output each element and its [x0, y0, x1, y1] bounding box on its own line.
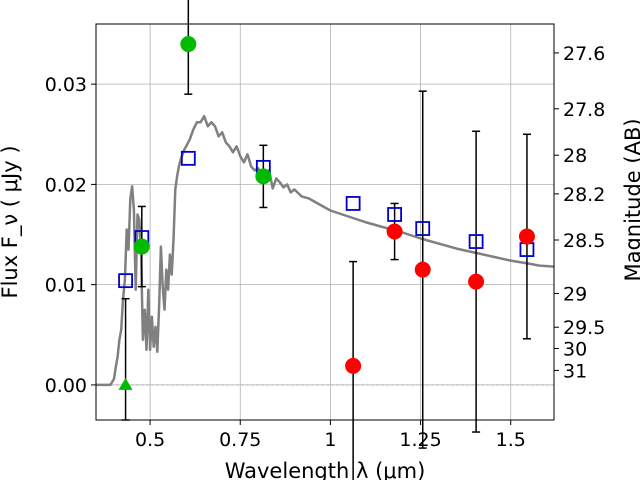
- plot-frame: [95, 23, 555, 421]
- model-photometry-square: [345, 196, 361, 211]
- model-photometry-square: [387, 207, 403, 222]
- x-axis-title: Wavelength λ (μm): [225, 459, 426, 480]
- x-tick-label: 1.5: [496, 429, 526, 451]
- observed-green-point: [133, 238, 150, 255]
- data-points: [118, 36, 535, 390]
- right-tick-label: 28.2: [563, 184, 605, 206]
- model-sed: [96, 114, 554, 387]
- x-tick-label: 0.5: [135, 429, 165, 451]
- observed-red-point: [414, 261, 431, 278]
- observed-red-point: [386, 223, 403, 240]
- right-tick-label: 27.6: [563, 43, 605, 65]
- model-photometry-square: [118, 273, 133, 289]
- upper-limit-triangle: [118, 377, 133, 390]
- right-tick-label: 30: [563, 339, 587, 361]
- right-axis-title: Magnitude (AB): [621, 118, 640, 281]
- observed-red-point: [468, 273, 485, 290]
- right-tick-label: 31: [563, 360, 587, 382]
- model-sed-curve: [96, 114, 554, 387]
- right-tick-label: 28: [563, 145, 587, 167]
- observed-green-point: [180, 36, 197, 53]
- right-tick-label: 28.5: [563, 230, 605, 252]
- observed-green-point: [255, 168, 272, 185]
- y-tick-label: 0.00: [45, 375, 87, 397]
- x-axis-ticks: 0.5 0.75 1 1.25 1.5: [135, 420, 526, 451]
- model-photometry-square: [180, 150, 196, 166]
- y-tick-label: 0.01: [45, 275, 87, 297]
- x-tick-label: 1.25: [399, 429, 441, 451]
- x-tick-label: 0.75: [219, 429, 261, 451]
- x-tick-label: 1: [324, 429, 336, 451]
- model-photometry-square: [468, 234, 484, 249]
- observed-red-point: [345, 357, 362, 374]
- right-tick-label: 29: [563, 283, 587, 305]
- model-photometry-square: [415, 221, 431, 236]
- right-tick-label: 27.8: [563, 99, 605, 121]
- y-tick-label: 0.02: [45, 174, 87, 196]
- y-tick-label: 0.03: [45, 74, 87, 96]
- y-axis-title: Flux F_ν ( μJy ): [0, 145, 23, 298]
- right-tick-label: 29.5: [563, 317, 605, 339]
- observed-red-point: [518, 228, 535, 245]
- y-axis-ticks: 0.00 0.01 0.02 0.03: [45, 74, 96, 397]
- plot-background: [96, 24, 554, 420]
